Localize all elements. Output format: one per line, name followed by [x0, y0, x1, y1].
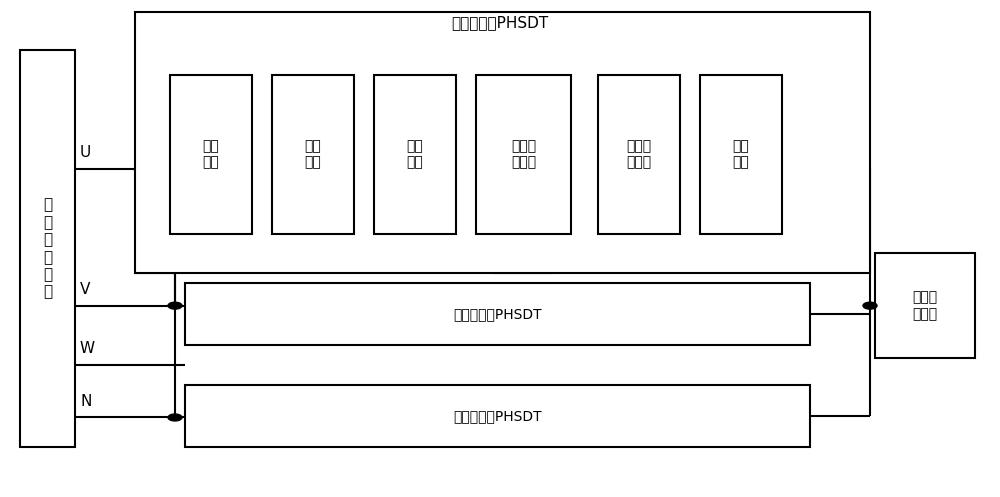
Bar [185, 385, 810, 447]
Text: 限幅
电路: 限幅 电路 [407, 139, 423, 169]
Text: V: V [80, 282, 90, 297]
Bar [875, 253, 975, 358]
Bar [20, 50, 75, 447]
Bar [170, 75, 252, 234]
Text: N: N [80, 394, 91, 409]
Bar [135, 12, 870, 273]
Bar [700, 75, 782, 234]
Text: 隔离
电路: 隔离 电路 [733, 139, 749, 169]
Circle shape [863, 302, 877, 309]
Bar [598, 75, 680, 234]
Text: U: U [80, 145, 91, 160]
Text: 整流
电路: 整流 电路 [203, 139, 219, 169]
Bar [374, 75, 456, 234]
Text: 相检测电路PHSDT: 相检测电路PHSDT [451, 15, 549, 30]
Text: 光耦隔
离电路: 光耦隔 离电路 [511, 139, 536, 169]
Text: 限流
电路: 限流 电路 [305, 139, 321, 169]
Bar [272, 75, 354, 234]
Circle shape [168, 302, 182, 309]
Circle shape [168, 414, 182, 421]
Text: 充电放
电电路: 充电放 电电路 [626, 139, 652, 169]
Text: 三
相
交
流
输
入: 三 相 交 流 输 入 [43, 197, 52, 300]
Bar [476, 75, 571, 234]
Text: W: W [80, 341, 95, 356]
Bar [185, 283, 810, 345]
Text: 相检测电路PHSDT: 相检测电路PHSDT [453, 409, 542, 423]
Text: 相检测电路PHSDT: 相检测电路PHSDT [453, 307, 542, 322]
Text: 比较输
出电路: 比较输 出电路 [912, 291, 938, 321]
